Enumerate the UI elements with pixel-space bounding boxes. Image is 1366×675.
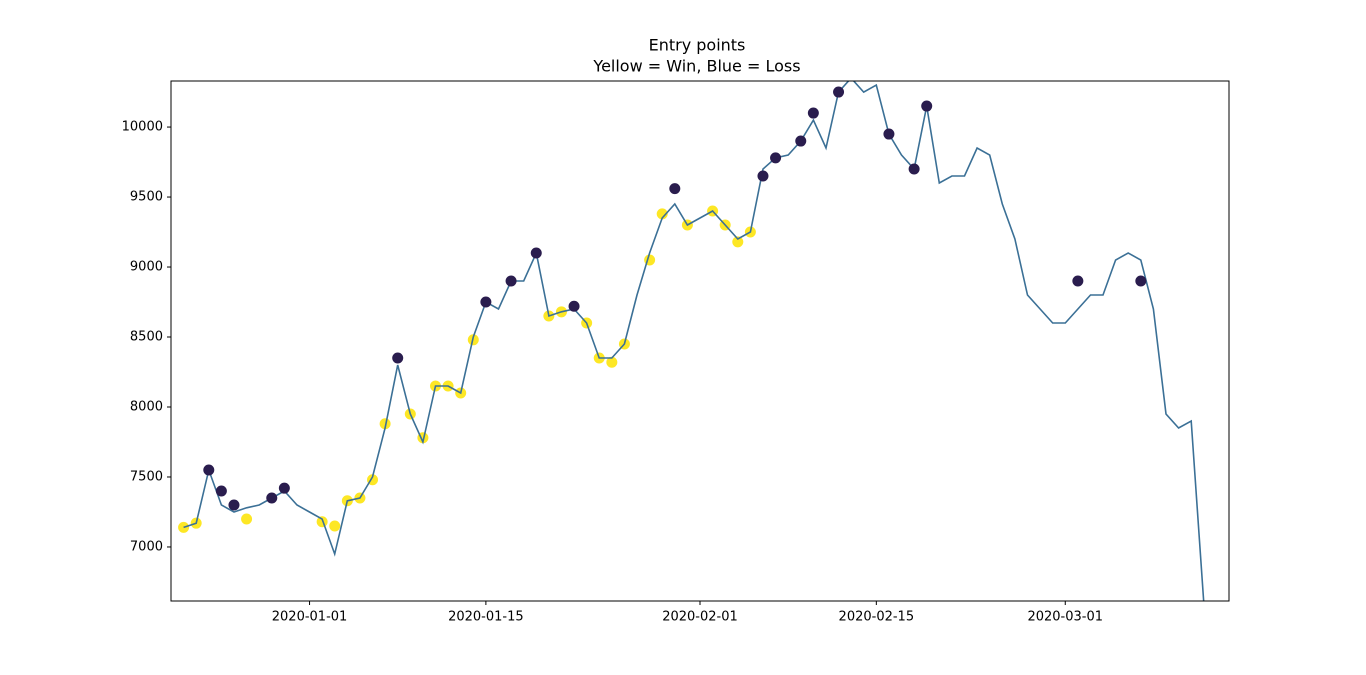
entry-point xyxy=(833,86,845,98)
x-tick-label: 2020-03-01 xyxy=(1027,610,1103,625)
entry-point xyxy=(883,128,895,140)
y-tick-label: 10000 xyxy=(122,120,163,135)
entry-point xyxy=(921,100,933,112)
chart-subtitle: Yellow = Win, Blue = Loss xyxy=(592,57,800,76)
entry-point xyxy=(203,464,215,476)
marker-group xyxy=(203,86,1147,511)
entry-point xyxy=(241,513,253,525)
entry-point xyxy=(505,275,517,287)
entry-point xyxy=(266,492,278,504)
entry-point xyxy=(1135,275,1147,287)
entry-point xyxy=(1072,275,1084,287)
entry-point xyxy=(757,170,769,182)
y-tick-label: 9500 xyxy=(130,190,163,205)
y-tick-label: 7000 xyxy=(130,539,163,554)
entry-point xyxy=(228,499,240,511)
y-tick-label: 7500 xyxy=(130,469,163,484)
entry-point xyxy=(795,135,807,147)
price-line xyxy=(183,81,1205,601)
entry-point xyxy=(392,352,404,364)
chart-title: Entry points xyxy=(649,36,746,55)
y-tick-label: 8500 xyxy=(130,330,163,345)
entry-point xyxy=(329,520,341,532)
x-tick-label: 2020-01-01 xyxy=(272,610,348,625)
y-tick-label: 8000 xyxy=(130,399,163,414)
entry-point xyxy=(278,482,290,494)
entry-point xyxy=(807,107,819,119)
x-tick-label: 2020-02-15 xyxy=(839,610,915,625)
axes-frame xyxy=(170,80,1230,602)
entry-point xyxy=(908,163,920,175)
x-tick-label: 2020-01-15 xyxy=(448,610,524,625)
x-tick-label: 2020-02-01 xyxy=(662,610,738,625)
plot-area xyxy=(178,81,1205,601)
entry-point xyxy=(215,485,227,497)
marker-group xyxy=(178,205,756,533)
y-tick-label: 9000 xyxy=(130,260,163,275)
entry-point xyxy=(770,152,782,164)
entry-point xyxy=(530,247,542,259)
entry-point xyxy=(732,236,744,248)
entry-point xyxy=(669,183,681,195)
entry-point xyxy=(480,296,492,308)
entry-point xyxy=(568,300,580,312)
